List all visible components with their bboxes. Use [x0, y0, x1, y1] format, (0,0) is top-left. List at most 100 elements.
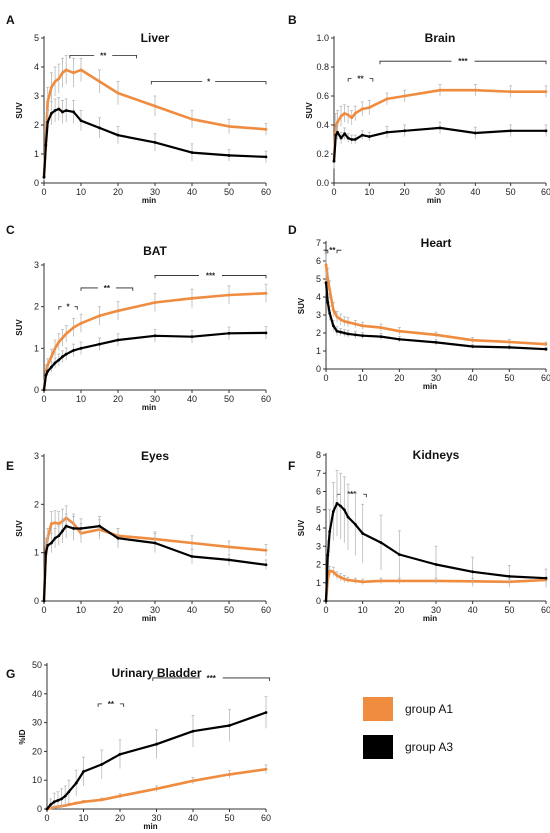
panel-title-g: Urinary Bladder: [111, 666, 201, 680]
data-point: [153, 301, 157, 304]
y-tick-label-f: 6: [316, 487, 321, 497]
significance-bracket-a: *: [150, 78, 267, 87]
x-tick-label-f: 60: [541, 605, 550, 615]
data-point: [353, 333, 357, 337]
data-point: [507, 346, 511, 349]
data-point: [45, 807, 49, 811]
significance-bracket-b: **: [347, 75, 374, 84]
data-point: [57, 534, 61, 538]
data-point: [72, 349, 75, 352]
data-point: [350, 138, 354, 141]
x-axis-label-d: min: [423, 382, 437, 391]
y-axis-label-f: SUV: [297, 519, 306, 536]
x-tick-label-b: 60: [541, 187, 550, 197]
x-tick-label-a: 0: [41, 187, 46, 197]
series-group-a3-a: [42, 97, 268, 181]
y-tick-label-f: 4: [316, 523, 321, 533]
data-point: [42, 599, 46, 603]
data-point: [332, 159, 336, 163]
bracket-line-left: [152, 677, 200, 681]
data-point: [361, 334, 365, 338]
data-point: [227, 558, 231, 562]
y-tick-label-f: 7: [316, 468, 321, 478]
data-point: [403, 94, 407, 98]
data-point: [339, 114, 343, 118]
data-point: [72, 71, 75, 75]
legend-swatch: [363, 735, 393, 759]
legend-swatch: [363, 697, 393, 721]
bracket-line-right: [112, 55, 137, 59]
data-point: [353, 522, 357, 526]
y-tick-label-e: 0: [34, 596, 39, 606]
bracket-line-left: [69, 55, 95, 59]
panel-f: F Kidneys 0 1 2 3 4 5 6 7 8 0 10 20 30 40 50 60 min SUV ***: [288, 448, 550, 623]
data-point: [61, 355, 64, 359]
x-axis-label-f: min: [423, 614, 437, 623]
x-axis-label-e: min: [142, 614, 156, 623]
data-point: [44, 374, 48, 377]
data-point: [339, 330, 343, 334]
x-tick-label-g: 10: [78, 813, 88, 823]
x-tick-label-e: 50: [224, 605, 234, 615]
data-point: [326, 277, 330, 281]
data-point: [361, 532, 365, 535]
x-tick-label-a: 50: [224, 187, 234, 197]
data-point: [82, 800, 85, 804]
data-point: [335, 501, 339, 505]
y-tick-label-f: 2: [316, 560, 321, 570]
data-point: [264, 127, 268, 131]
data-point: [361, 580, 365, 584]
bracket-line-right: [119, 703, 125, 707]
y-tick-label-a: 1: [34, 149, 39, 159]
data-point: [50, 355, 53, 359]
data-point: [72, 527, 75, 530]
data-point: [190, 117, 194, 121]
data-point: [44, 551, 48, 555]
data-point: [264, 767, 268, 771]
data-point: [118, 752, 122, 756]
x-tick-label-e: 0: [41, 605, 46, 615]
data-point: [98, 342, 101, 346]
series-line: [324, 569, 547, 602]
y-tick-label-f: 1: [316, 578, 321, 588]
series-line: [324, 264, 547, 346]
data-point: [328, 530, 332, 534]
data-point: [49, 803, 53, 807]
panel-g: G Urinary Bladder 0 10 20 30 40 50 0 10 20 30 40 50 60…: [6, 660, 271, 831]
data-point: [64, 352, 68, 356]
panel-label-b: B: [288, 13, 297, 27]
y-tick-label-b: 0.8: [316, 62, 329, 72]
data-point: [64, 68, 68, 72]
data-point: [342, 508, 346, 512]
data-point: [397, 329, 401, 333]
series-line: [42, 331, 267, 391]
series-group-a3-f: [324, 470, 548, 603]
significance-bracket-d: **: [323, 246, 342, 255]
data-point: [116, 133, 120, 137]
x-tick-label-f: 40: [468, 605, 478, 615]
bracket-line-right: [363, 493, 367, 498]
data-point: [331, 510, 335, 513]
data-point: [331, 308, 335, 311]
data-point: [361, 324, 365, 328]
significance-label: ***: [206, 271, 216, 280]
data-point: [42, 175, 46, 179]
data-point: [339, 136, 343, 140]
data-point: [190, 555, 194, 558]
y-tick-label-d: 6: [316, 256, 321, 266]
data-point: [79, 68, 83, 72]
significance-bracket-b: ***: [379, 57, 547, 66]
data-point: [53, 536, 57, 540]
data-point: [227, 545, 231, 549]
x-tick-label-b: 50: [506, 187, 516, 197]
series-line: [46, 711, 267, 810]
data-point: [438, 88, 442, 92]
data-point: [350, 116, 354, 120]
data-point: [64, 332, 68, 336]
y-tick-label-a: 2: [34, 120, 39, 130]
data-point: [353, 112, 357, 115]
data-point: [72, 326, 75, 329]
data-point: [98, 524, 101, 528]
bracket-line-left: [154, 275, 199, 279]
significance-bracket-g: ***: [152, 674, 271, 683]
